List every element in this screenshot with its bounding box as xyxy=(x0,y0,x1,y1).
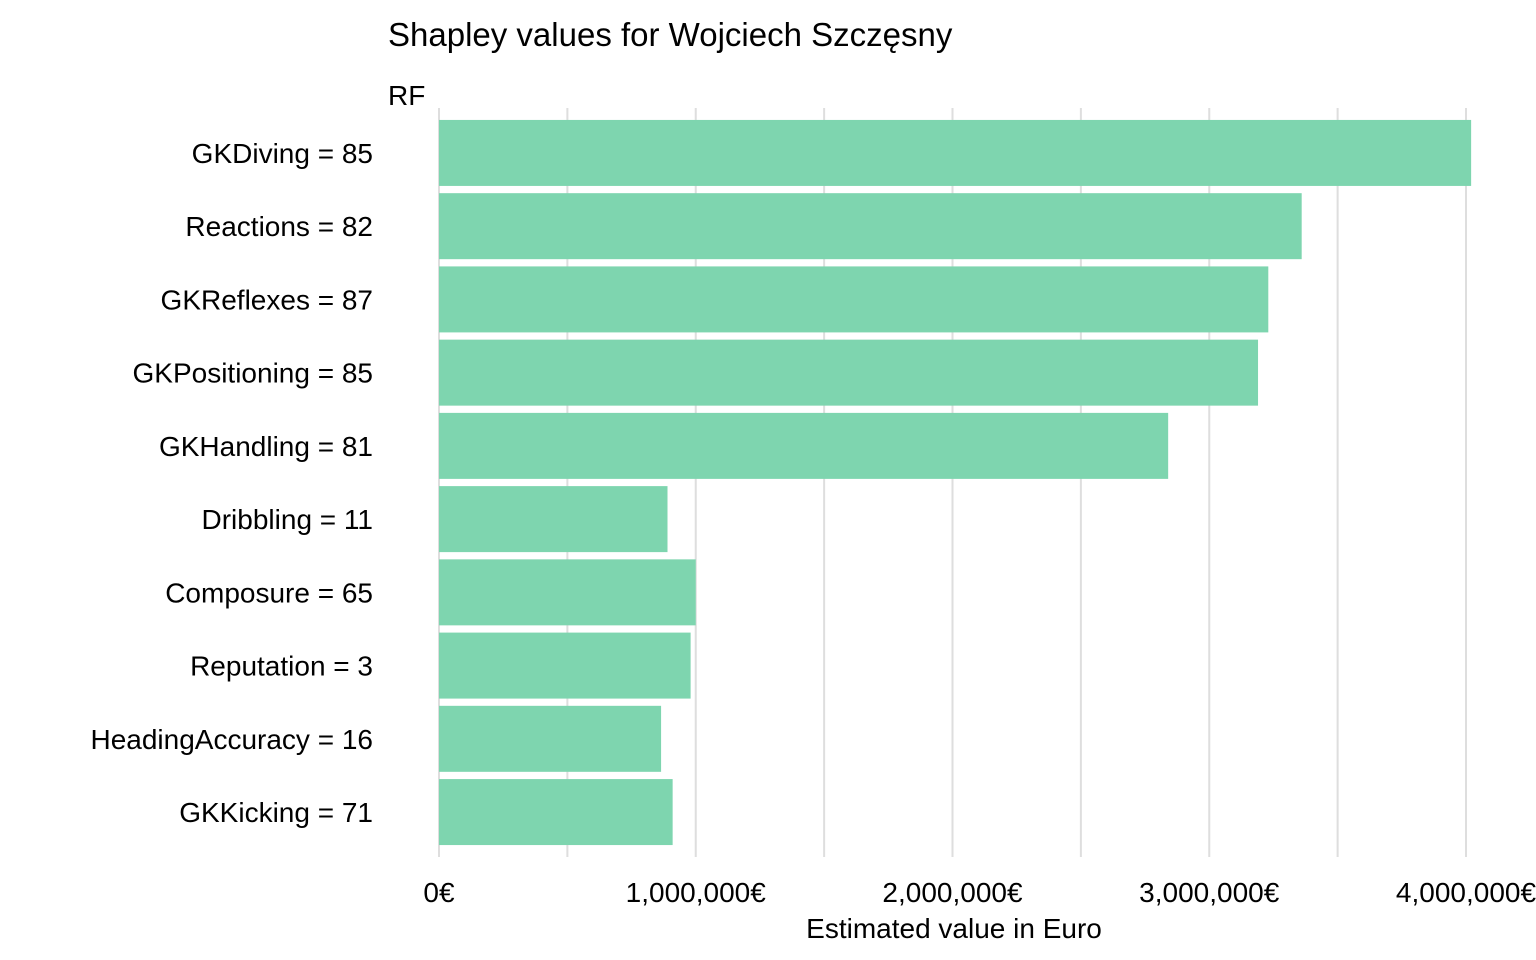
bar xyxy=(439,486,668,553)
bar xyxy=(439,266,1269,333)
x-tick-label: 0€ xyxy=(423,877,455,908)
category-label: Composure = 65 xyxy=(165,577,373,608)
category-label: Dribbling = 11 xyxy=(202,504,373,535)
x-tick-label: 2,000,000€ xyxy=(882,877,1023,908)
chart-title: Shapley values for Wojciech Szczęsny xyxy=(388,16,953,53)
bar xyxy=(439,779,673,846)
bar xyxy=(439,705,662,772)
bar xyxy=(439,339,1259,406)
bar xyxy=(439,119,1472,186)
chart-subtitle: RF xyxy=(388,80,425,111)
bars xyxy=(439,119,1472,846)
category-label: Reactions = 82 xyxy=(185,211,373,242)
bar xyxy=(439,412,1169,479)
category-label: GKKicking = 71 xyxy=(179,797,373,828)
category-label: GKHandling = 81 xyxy=(159,431,373,462)
x-tick-label: 1,000,000€ xyxy=(626,877,767,908)
bar xyxy=(439,632,691,699)
category-label: GKReflexes = 87 xyxy=(161,284,373,315)
x-axis-title: Estimated value in Euro xyxy=(806,913,1102,944)
category-label: GKDiving = 85 xyxy=(192,138,373,169)
x-tick-label: 3,000,000€ xyxy=(1139,877,1280,908)
category-label: GKPositioning = 85 xyxy=(133,358,374,389)
bar xyxy=(439,559,696,626)
bar xyxy=(439,193,1302,260)
x-tick-label: 4,000,000€ xyxy=(1396,877,1536,908)
x-axis-ticks: 0€ 1,000,000€ 2,000,000€ 3,000,000€ 4,000,00… xyxy=(423,877,1536,908)
category-label: Reputation = 3 xyxy=(190,651,373,682)
category-labels: GKDiving = 85 Reactions = 82 GKReflexes = … xyxy=(90,138,373,828)
category-label: HeadingAccuracy = 16 xyxy=(90,724,373,755)
